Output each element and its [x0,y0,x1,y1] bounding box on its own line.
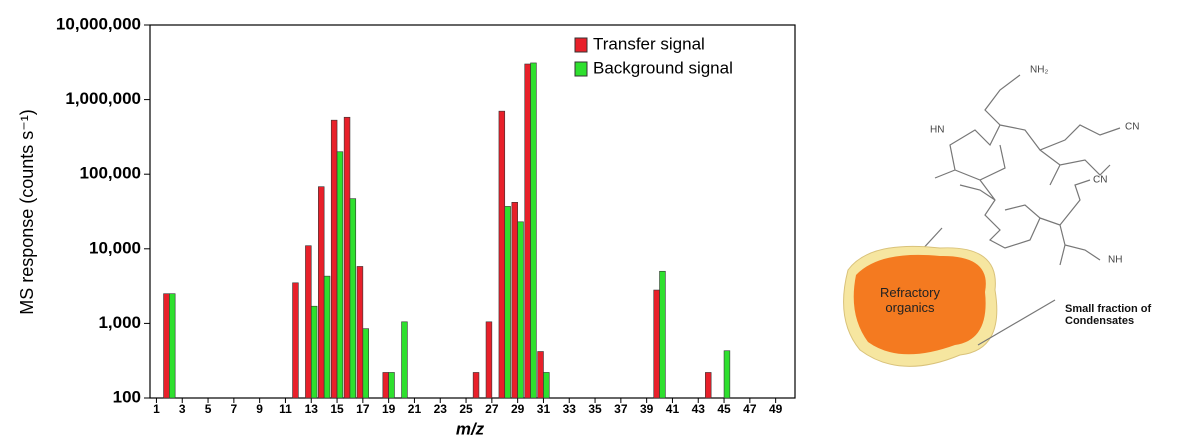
legend-label: Transfer signal [593,34,705,53]
x-tick-label: 1 [153,402,160,416]
blob-label: Refractory organics [880,285,940,315]
bar [310,305,318,399]
x-tick-label: 33 [563,402,577,416]
bar [723,350,731,399]
group-label: CN [1093,175,1107,186]
note: Small fraction of Condensates [1065,303,1152,327]
bar [349,198,357,399]
bar [401,321,408,399]
x-tick-label: 29 [511,402,525,416]
y-tick-label: 100 [113,387,141,406]
bar [362,328,369,399]
legend-swatch [574,37,588,53]
bar [485,321,493,399]
bar [504,206,511,399]
x-tick-label: 37 [614,402,628,416]
bar [336,151,344,399]
group-label: NH₂ [1030,65,1048,76]
legend-label: Background signal [593,58,733,77]
bar [305,245,312,399]
x-tick-label: 3 [179,402,186,416]
x-tick-label: 45 [717,402,731,416]
y-tick-label: 1,000 [98,313,141,332]
x-tick-label: 31 [537,402,551,416]
y-tick-label: 10,000,000 [56,14,141,33]
y-tick-label: 10,000 [89,238,141,257]
x-tick-label: 19 [382,402,396,416]
bar [530,62,537,399]
bar [498,110,506,399]
molecule [907,74,1121,266]
x-tick-label: 47 [743,402,757,416]
bar [323,275,331,399]
x-tick-label: 13 [305,402,319,416]
x-tick-label: 23 [434,402,448,416]
bar [537,351,544,399]
bar [659,270,666,399]
bar [292,282,299,399]
y-tick-label: 100,000 [80,164,141,183]
x-tick-label: 41 [666,402,680,416]
x-tick-label: 9 [256,402,263,416]
x-tick-label: 35 [588,402,602,416]
bar [543,372,550,399]
group-label: NH [1108,255,1122,266]
group-label: HN [930,125,944,136]
x-tick-label: 15 [330,402,344,416]
x-tick-label: 21 [408,402,422,416]
bar [524,63,531,399]
bar [653,289,660,399]
y-tick-label: 1,000,000 [65,89,141,108]
group-label: CN [1125,122,1139,133]
x-tick-label: 11 [279,402,292,416]
y-axis-label: MS response (counts s⁻¹) [17,109,37,315]
bar [705,372,712,399]
bar [382,372,389,399]
x-tick-label: 27 [485,402,499,416]
x-tick-label: 49 [769,402,783,416]
bar [356,266,364,399]
bar [163,293,170,399]
x-tick-label: 25 [459,402,473,416]
bar [472,372,480,399]
bar [318,186,325,399]
bar [388,372,395,399]
x-tick-label: 39 [640,402,654,416]
note-box: Small fraction of Condensates [1065,303,1152,327]
pointer [977,299,1056,346]
bar [517,221,524,399]
bar [169,293,176,399]
bar [330,119,338,399]
refractory-blob [853,254,986,355]
plot-frame [149,24,796,399]
x-tick-label: 7 [231,402,238,416]
bar [343,116,351,399]
blob-label-box: Refractory organics [880,285,940,315]
x-tick-label: 17 [356,402,370,416]
x-tick-label: 43 [692,402,706,416]
legend-swatch [574,61,588,77]
bar [511,202,518,399]
x-axis-label: m/z [456,419,485,438]
x-tick-label: 5 [205,402,212,416]
